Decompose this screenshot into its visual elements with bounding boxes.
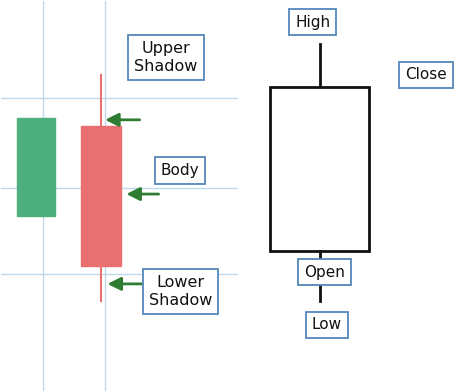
Text: Body: Body [161, 163, 200, 178]
Text: Low: Low [312, 318, 342, 332]
Bar [17, 118, 55, 216]
Text: Open: Open [304, 265, 345, 279]
Text: Lower
Shadow: Lower Shadow [149, 276, 212, 308]
Bar [270, 87, 369, 251]
Bar [81, 126, 121, 266]
Text: High: High [295, 15, 330, 30]
Text: Close: Close [405, 67, 447, 82]
Text: Upper
Shadow: Upper Shadow [135, 41, 198, 74]
